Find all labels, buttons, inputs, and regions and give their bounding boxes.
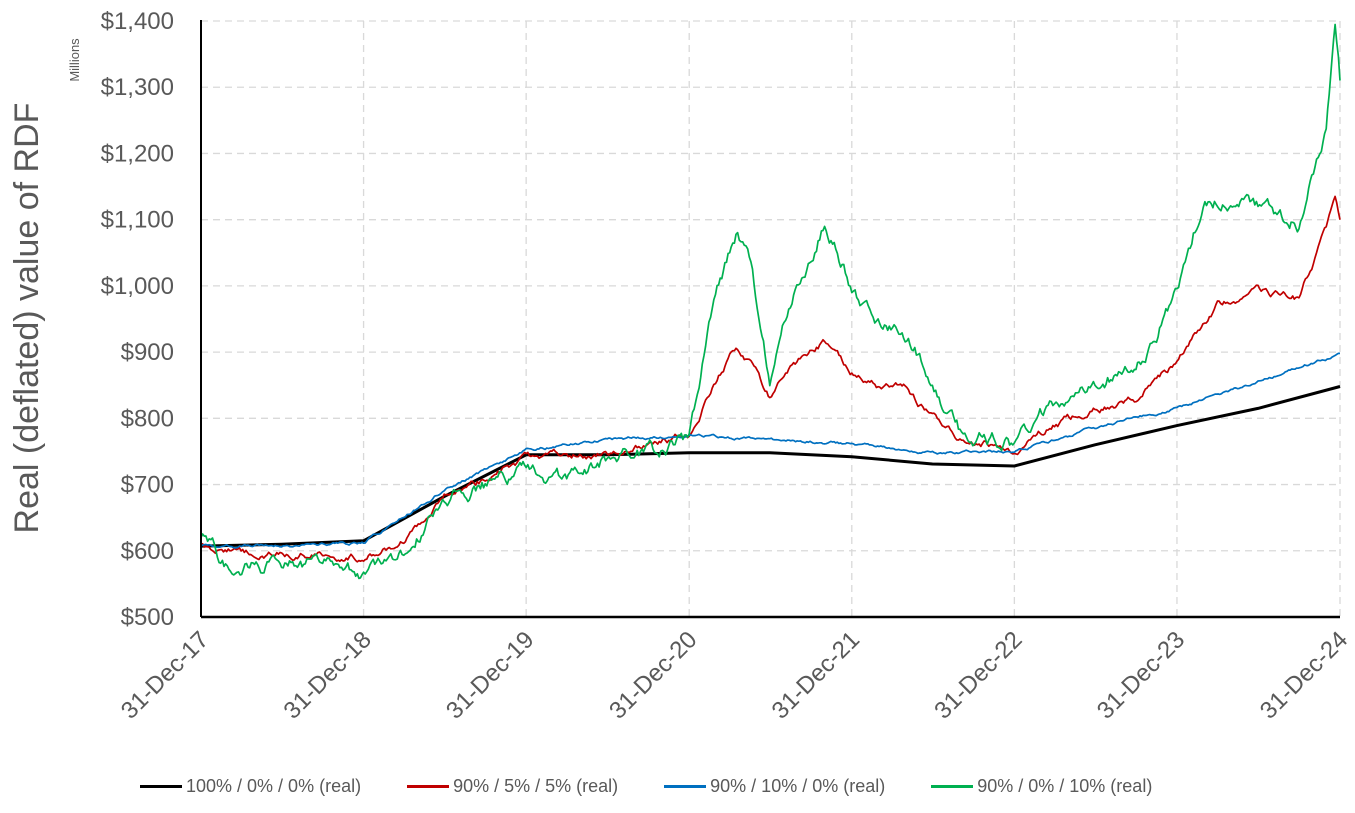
legend-label: 90% / 5% / 5% (real) bbox=[453, 776, 619, 796]
series-line bbox=[200, 23, 1341, 580]
legend-label: 100% / 0% / 0% (real) bbox=[186, 776, 362, 796]
x-tick-label: 31-Dec-21 bbox=[767, 626, 865, 724]
x-tick-label: 31-Dec-18 bbox=[278, 626, 376, 724]
y-tick-label: $1,300 bbox=[101, 74, 174, 101]
x-tick-label: 31-Dec-20 bbox=[604, 626, 702, 724]
x-tick-label: 31-Dec-22 bbox=[929, 626, 1027, 724]
y-tick-label: $500 bbox=[121, 604, 174, 631]
y-tick-label: $1,000 bbox=[101, 273, 174, 300]
x-tick-label: 31-Dec-24 bbox=[1255, 626, 1353, 724]
legend-label: 90% / 10% / 0% (real) bbox=[710, 776, 886, 796]
series-line bbox=[200, 352, 1340, 549]
y-tick-label: $1,100 bbox=[101, 207, 174, 234]
y-axis-unit-label: Millions bbox=[67, 38, 82, 82]
legend-label: 90% / 0% / 10% (real) bbox=[977, 776, 1153, 796]
y-tick-label: $1,200 bbox=[101, 140, 174, 167]
x-tick-label: 31-Dec-23 bbox=[1092, 626, 1190, 724]
legend-swatch bbox=[664, 785, 707, 788]
y-axis-label: Real (deflated) value of RDF bbox=[8, 103, 46, 534]
legend-item: 90% / 5% / 5% (real) bbox=[407, 776, 618, 797]
legend-item: 100% / 0% / 0% (real) bbox=[140, 776, 361, 797]
y-tick-label: $900 bbox=[121, 339, 174, 366]
y-tick-label: $800 bbox=[121, 405, 174, 432]
y-tick-label: $700 bbox=[121, 472, 174, 499]
gridlines bbox=[201, 20, 1341, 617]
x-tick-label: 31-Dec-17 bbox=[116, 626, 214, 724]
y-tick-label: $600 bbox=[121, 538, 174, 565]
axes bbox=[200, 20, 1340, 619]
x-tick-label: 31-Dec-19 bbox=[441, 626, 539, 724]
series-line bbox=[200, 385, 1341, 548]
legend-item: 90% / 10% / 0% (real) bbox=[664, 776, 885, 797]
series-lines bbox=[200, 23, 1341, 580]
legend: 100% / 0% / 0% (real) 90% / 5% / 5% (real… bbox=[140, 776, 1152, 797]
legend-swatch bbox=[407, 785, 450, 788]
legend-item: 90% / 0% / 10% (real) bbox=[931, 776, 1152, 797]
legend-swatch bbox=[140, 785, 182, 788]
series-line bbox=[200, 195, 1341, 563]
y-tick-label: $1,400 bbox=[101, 8, 174, 35]
legend-swatch bbox=[931, 785, 974, 788]
